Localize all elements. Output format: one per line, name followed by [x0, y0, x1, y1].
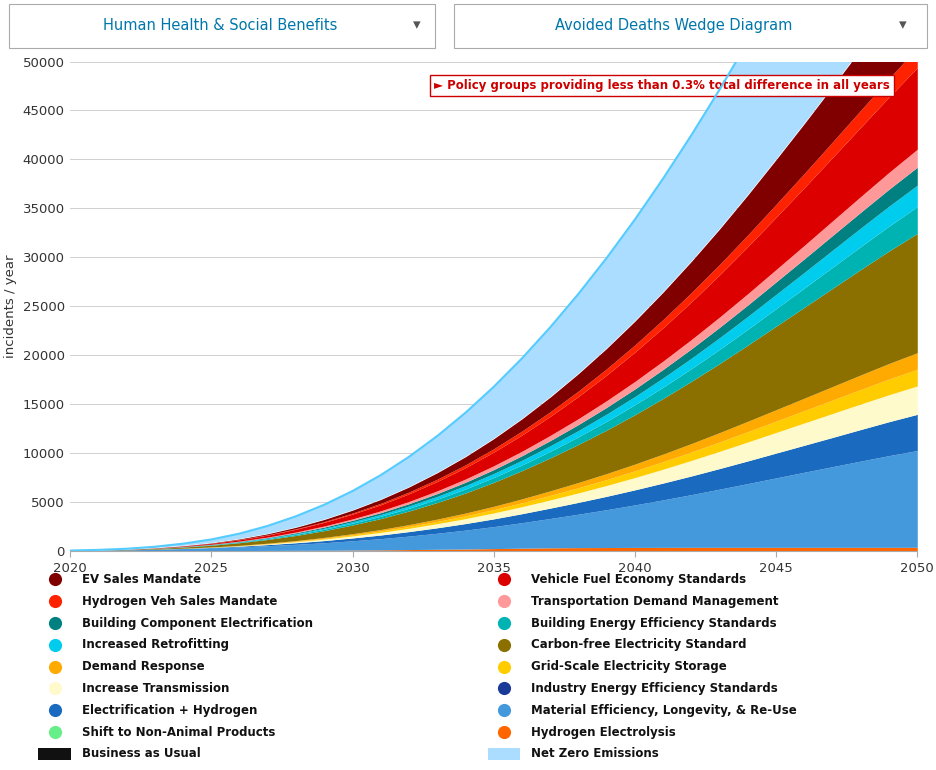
Bar: [38, 748, 71, 760]
Text: Carbon-free Electricity Standard: Carbon-free Electricity Standard: [531, 638, 746, 651]
Text: Human Health & Social Benefits: Human Health & Social Benefits: [103, 18, 337, 32]
Text: Net Zero Emissions: Net Zero Emissions: [531, 748, 659, 761]
Text: Material Efficiency, Longevity, & Re-Use: Material Efficiency, Longevity, & Re-Use: [531, 704, 797, 717]
Text: Vehicle Fuel Economy Standards: Vehicle Fuel Economy Standards: [531, 573, 746, 586]
Text: Hydrogen Electrolysis: Hydrogen Electrolysis: [531, 725, 676, 738]
Point: [47, 617, 62, 629]
Point: [496, 726, 511, 738]
Point: [496, 595, 511, 608]
Point: [47, 682, 62, 695]
FancyBboxPatch shape: [454, 4, 927, 49]
Point: [496, 661, 511, 673]
Text: Increased Retrofitting: Increased Retrofitting: [81, 638, 228, 651]
Text: Building Energy Efficiency Standards: Building Energy Efficiency Standards: [531, 617, 777, 630]
Text: Building Component Electrification: Building Component Electrification: [81, 617, 313, 630]
Point: [496, 704, 511, 716]
Point: [496, 617, 511, 629]
Bar: [488, 748, 520, 760]
Text: ▾: ▾: [413, 18, 420, 32]
FancyBboxPatch shape: [9, 4, 435, 49]
Point: [47, 595, 62, 608]
Text: Transportation Demand Management: Transportation Demand Management: [531, 594, 779, 608]
Text: Shift to Non-Animal Products: Shift to Non-Animal Products: [81, 725, 275, 738]
Text: ► Policy groups providing less than 0.3% total difference in all years: ► Policy groups providing less than 0.3%…: [434, 79, 890, 92]
Point: [496, 638, 511, 651]
Point: [47, 726, 62, 738]
Text: Electrification + Hydrogen: Electrification + Hydrogen: [81, 704, 257, 717]
Text: Hydrogen Veh Sales Mandate: Hydrogen Veh Sales Mandate: [81, 594, 277, 608]
Point: [496, 573, 511, 585]
Point: [47, 573, 62, 585]
Text: ▾: ▾: [899, 18, 907, 32]
Text: Grid-Scale Electricity Storage: Grid-Scale Electricity Storage: [531, 660, 726, 673]
Text: Industry Energy Efficiency Standards: Industry Energy Efficiency Standards: [531, 682, 778, 695]
Text: Business as Usual: Business as Usual: [81, 748, 200, 761]
Text: Avoided Deaths Wedge Diagram: Avoided Deaths Wedge Diagram: [555, 18, 793, 32]
Point: [47, 704, 62, 716]
Text: EV Sales Mandate: EV Sales Mandate: [81, 573, 200, 586]
Point: [496, 682, 511, 695]
Text: Increase Transmission: Increase Transmission: [81, 682, 229, 695]
Y-axis label: incidents / year: incidents / year: [4, 254, 17, 358]
Point: [47, 661, 62, 673]
Point: [47, 638, 62, 651]
Text: Demand Response: Demand Response: [81, 660, 204, 673]
